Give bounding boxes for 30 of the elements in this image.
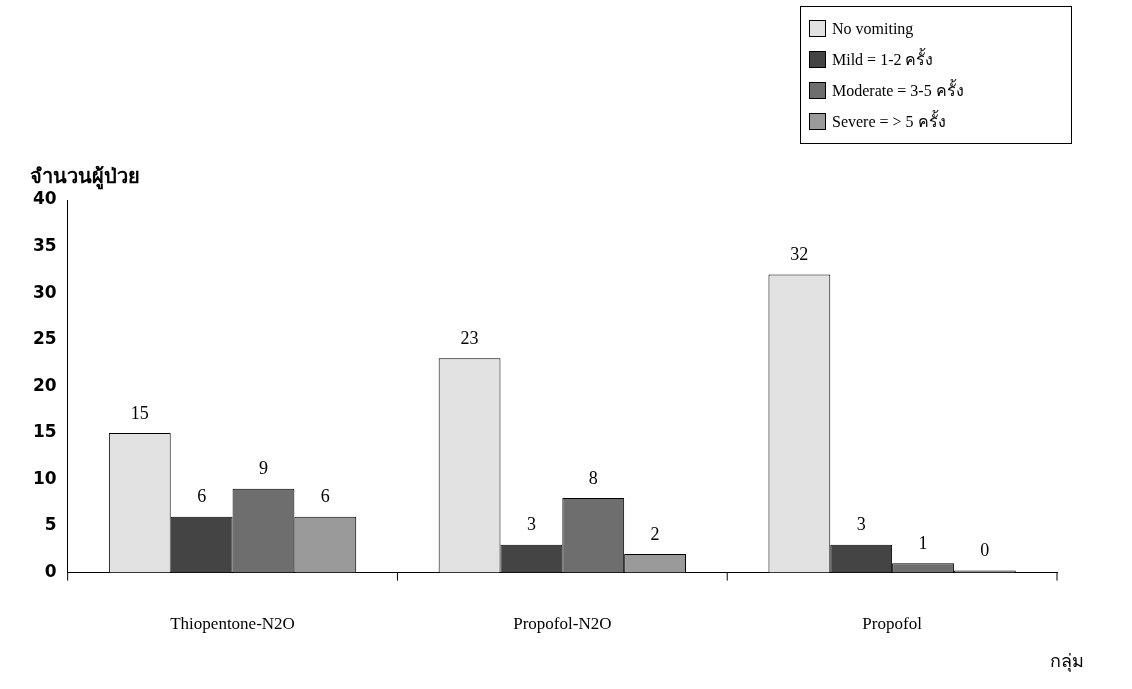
y-tick-label: 0 (44, 561, 57, 582)
legend-label: No vomiting (832, 19, 914, 38)
legend-label: Mild = 1-2 ครั้ง (832, 47, 934, 70)
y-tick-label: 20 (32, 374, 57, 395)
data-label: 0 (980, 540, 990, 561)
data-label: 1 (918, 533, 928, 554)
x-axis-title: กลุ่ม (1050, 649, 1084, 674)
data-label: 9 (258, 458, 268, 479)
x-tick-label: Propofol-N2O (513, 614, 612, 634)
y-tick-label: 25 (32, 328, 57, 349)
data-label: 32 (790, 244, 809, 265)
data-label: 2 (650, 523, 660, 544)
y-tick-label: 15 (32, 421, 57, 442)
y-tick-label: 10 (32, 467, 57, 488)
data-label: 8 (588, 467, 598, 488)
data-label: 3 (526, 514, 536, 535)
y-axis-title: จำนวนผู้ป่วย (30, 164, 140, 188)
x-tick-label: Propofol (862, 614, 923, 634)
y-tick-label: 35 (32, 235, 57, 255)
legend-label: Severe = > 5 ครั้ง (832, 109, 946, 132)
data-label: 3 (856, 514, 866, 535)
y-tick-label: 5 (44, 514, 57, 535)
y-tick-label: 40 (32, 188, 57, 209)
data-label: 6 (197, 486, 207, 507)
data-label: 6 (320, 486, 330, 507)
legend-label: Moderate = 3-5 ครั้ง (832, 78, 964, 101)
x-tick-label: Thiopentone-N2O (170, 614, 295, 634)
data-label: 23 (460, 328, 479, 349)
data-label: 15 (130, 402, 149, 423)
y-tick-label: 30 (32, 281, 57, 302)
